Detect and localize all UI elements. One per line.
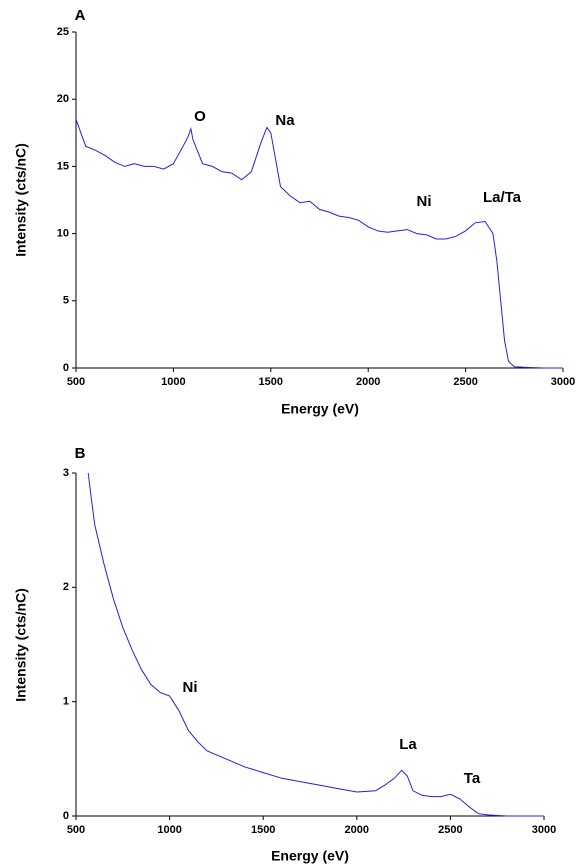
peak-annotation: Ni (183, 679, 198, 696)
data-line (87, 472, 544, 817)
y-tick-label: 10 (57, 228, 69, 240)
panel-label: A (75, 7, 86, 24)
x-tick-label: 2000 (356, 376, 380, 388)
peak-annotation: La/Ta (483, 189, 522, 206)
panel-label: B (75, 445, 86, 462)
peak-annotation: O (194, 108, 206, 125)
peak-annotation: La (399, 736, 417, 753)
y-tick-label: 15 (57, 160, 69, 172)
x-tick-label: 1000 (157, 824, 181, 836)
y-axis-label: Intensity (cts/nC) (13, 143, 29, 257)
x-axis-label: Energy (eV) (281, 401, 359, 417)
x-tick-label: 500 (67, 376, 85, 388)
x-tick-label: 2500 (438, 824, 462, 836)
y-tick-label: 0 (63, 362, 69, 374)
data-line (75, 119, 563, 369)
y-tick-label: 25 (57, 26, 69, 38)
x-tick-label: 2500 (453, 376, 477, 388)
y-tick-label: 3 (63, 467, 69, 479)
x-tick-label: 2000 (345, 824, 369, 836)
x-tick-label: 1000 (161, 376, 185, 388)
x-axis-label: Energy (eV) (271, 848, 349, 864)
y-tick-label: 2 (63, 581, 69, 593)
y-tick-label: 1 (63, 696, 69, 708)
y-axis-label: Intensity (cts/nC) (13, 588, 29, 702)
peak-annotation: Na (275, 112, 295, 129)
x-tick-label: 500 (67, 824, 85, 836)
peak-annotation: Ni (417, 193, 432, 210)
x-tick-label: 1500 (259, 376, 283, 388)
x-tick-label: 3000 (532, 824, 556, 836)
y-tick-label: 5 (63, 295, 69, 307)
x-tick-label: 3000 (551, 376, 575, 388)
y-tick-label: 0 (63, 810, 69, 822)
y-tick-label: 20 (57, 93, 69, 105)
peak-annotation: Ta (464, 770, 481, 787)
x-tick-label: 1500 (251, 824, 275, 836)
